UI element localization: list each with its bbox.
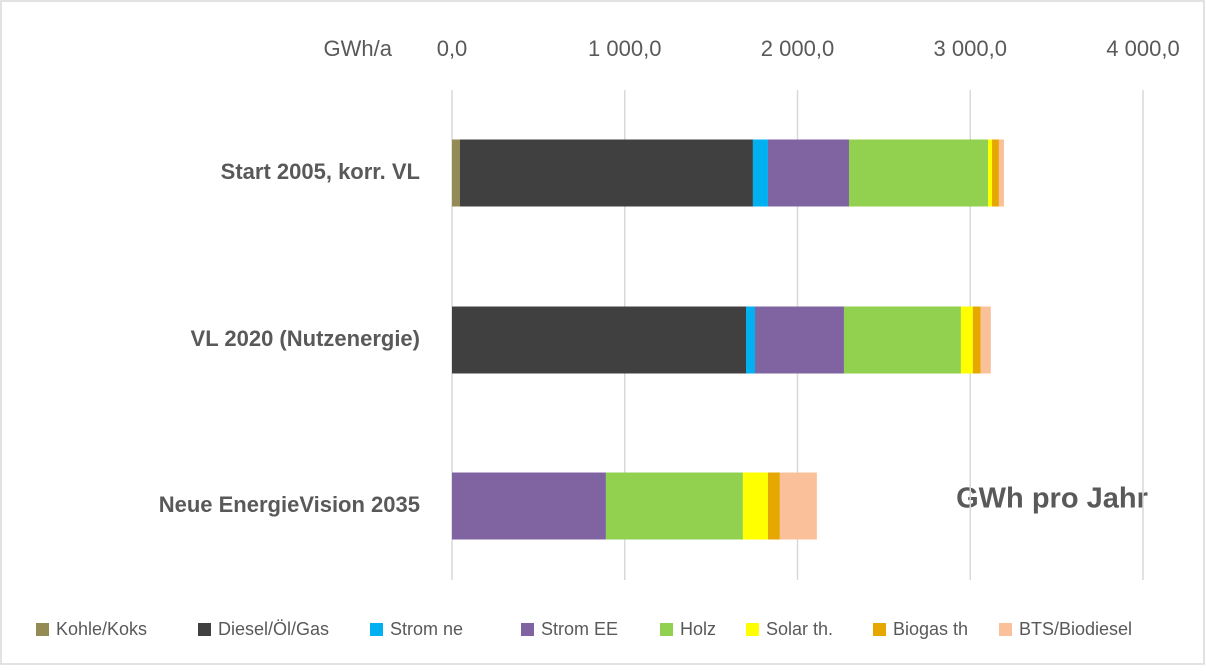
x-tick-label: 4 000,0 — [1106, 36, 1179, 61]
legend-label: Strom ne — [390, 619, 463, 639]
bar-segment — [767, 139, 849, 207]
legend-label: Kohle/Koks — [56, 619, 147, 639]
bar-segment — [452, 139, 460, 207]
bar-segment — [452, 306, 747, 374]
bar-segment — [972, 306, 981, 374]
legend-label: Diesel/Öl/Gas — [218, 619, 329, 639]
legend-label: Holz — [680, 619, 716, 639]
bar-segment — [779, 472, 817, 540]
x-tick-label: 0,0 — [437, 36, 468, 61]
legend-label: Biogas th — [893, 619, 968, 639]
bar-segment — [988, 139, 993, 207]
y-tick-label: Start 2005, korr. VL — [221, 159, 420, 184]
bar-segment — [452, 472, 606, 540]
legend-swatch — [873, 623, 886, 636]
legend-swatch — [660, 623, 673, 636]
bar-segment — [998, 139, 1004, 207]
legend-swatch — [36, 623, 49, 636]
y-tick-label: Neue EnergieVision 2035 — [159, 492, 420, 517]
y-tick-label: VL 2020 (Nutzenergie) — [191, 326, 420, 351]
x-axis-label: GWh/a — [324, 36, 393, 61]
bar-segment — [960, 306, 973, 374]
bar-segment — [742, 472, 768, 540]
bar-segment — [767, 472, 780, 540]
legend-swatch — [198, 623, 211, 636]
bar-segment — [746, 306, 756, 374]
x-tick-label: 3 000,0 — [934, 36, 1007, 61]
bar-segment — [755, 306, 844, 374]
legend-swatch — [521, 623, 534, 636]
legend-swatch — [370, 623, 383, 636]
legend-swatch — [999, 623, 1012, 636]
bar-segment — [992, 139, 999, 207]
annotation: GWh pro Jahr — [956, 483, 1148, 515]
legend-label: Strom EE — [541, 619, 618, 639]
x-tick-label: 2 000,0 — [761, 36, 834, 61]
legend-label: BTS/Biodiesel — [1019, 619, 1132, 639]
bar-segment — [459, 139, 753, 207]
legend-label: Solar th. — [766, 619, 833, 639]
bar-segment — [605, 472, 743, 540]
legend-swatch — [746, 623, 759, 636]
x-tick-label: 1 000,0 — [588, 36, 661, 61]
bar-segment — [843, 306, 961, 374]
bar-segment — [752, 139, 768, 207]
bar-segment — [848, 139, 989, 207]
bar-segment — [980, 306, 991, 374]
